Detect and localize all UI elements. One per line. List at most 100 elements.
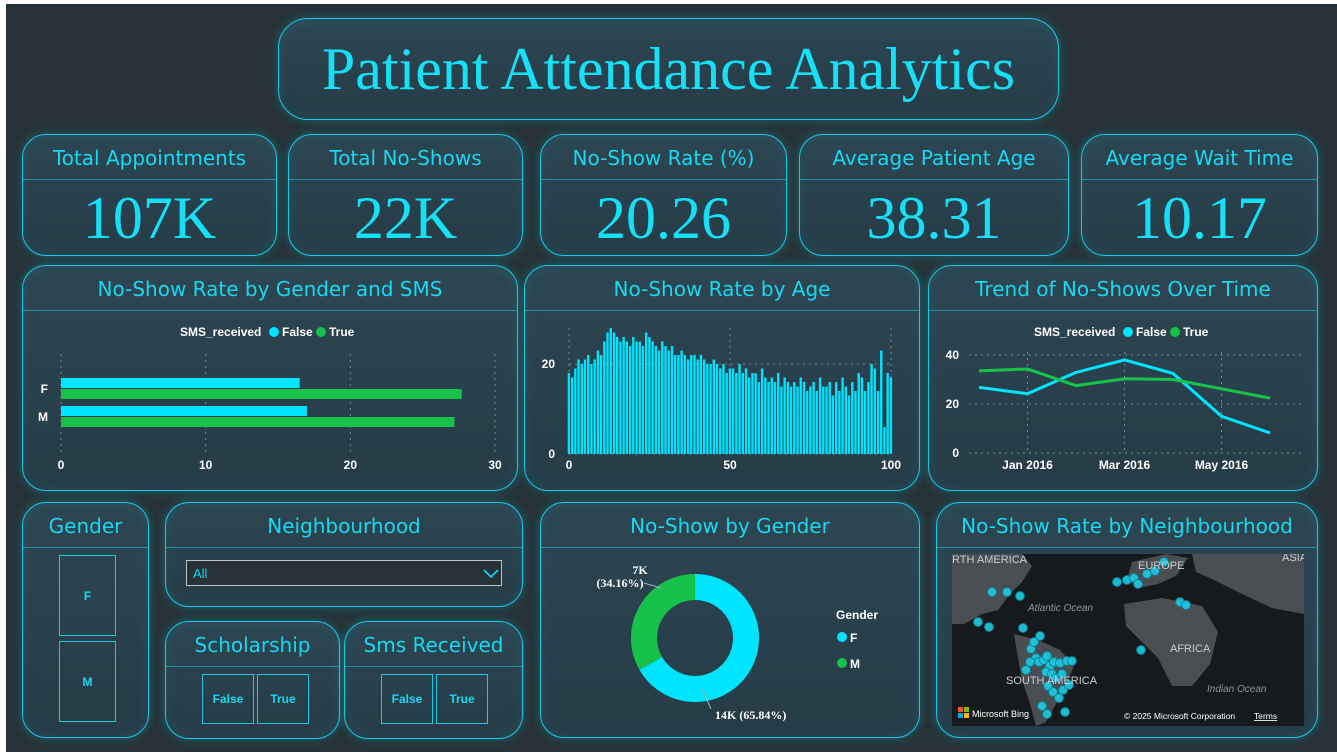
sms-option-true[interactable]: True (436, 674, 488, 724)
map-location-dot (1054, 693, 1064, 703)
map-location-dot (973, 617, 983, 627)
neighbourhood-dropdown[interactable]: All (186, 560, 502, 586)
data-label-m-value: 7K (632, 563, 648, 577)
age-bar (609, 328, 612, 454)
leader-line-m (643, 582, 662, 589)
bar-m-false (61, 406, 307, 416)
age-bar (754, 373, 757, 454)
age-bar (567, 373, 571, 454)
asia-landmass (1192, 554, 1304, 614)
age-bar (706, 364, 709, 454)
map-location-dot (987, 587, 997, 597)
age-bar (644, 332, 648, 454)
age-bar (648, 337, 651, 454)
age-bar (847, 395, 851, 454)
leader-line-f (701, 688, 712, 710)
x-tick-label: 100 (881, 458, 901, 472)
map-copyright: © 2025 Microsoft Corporation (1124, 711, 1235, 721)
age-bar (822, 386, 825, 454)
kpi-label: Average Patient Age (800, 135, 1068, 180)
age-bar (818, 377, 822, 454)
age-bar (657, 350, 661, 454)
age-bar (693, 355, 696, 454)
neighbourhood-slicer: Neighbourhood All (165, 502, 523, 607)
legend-title: Gender (836, 608, 878, 622)
map-location-dot (1060, 707, 1070, 717)
legend-true-label: True (329, 325, 355, 339)
chart-panel-gender-donut: No-Show by Gender 14K (65.84%) 7K (34.16%)… (540, 502, 920, 738)
age-bar (641, 346, 645, 454)
age-bar (841, 377, 844, 454)
gender-option-m[interactable]: M (59, 641, 116, 722)
sms-option-false[interactable]: False (381, 674, 433, 724)
age-bar (731, 368, 735, 454)
legend-dot-m (837, 658, 847, 668)
y-tick-label: M (38, 410, 48, 424)
age-bar-chart[interactable]: 0 50 100 0 20 (525, 266, 920, 491)
legend-true-label: True (1183, 325, 1209, 339)
age-bar (773, 382, 777, 454)
age-bar (677, 355, 680, 454)
age-bar (596, 350, 600, 454)
map-label-south-america: SOUTH AMERICA (1006, 675, 1098, 687)
gender-option-f[interactable]: F (59, 555, 116, 636)
age-bar (603, 341, 606, 454)
map-label-indian-ocean: Indian Ocean (1207, 684, 1267, 695)
chart-title: No-Show Rate by Neighbourhood (937, 503, 1317, 548)
kpi-card-no-show-rate: No-Show Rate (%) 20.26 (540, 134, 787, 256)
map-label-europe: EUROPE (1138, 560, 1184, 572)
map-terms-link[interactable]: Terms (1254, 711, 1277, 721)
map-location-dot (1159, 557, 1169, 567)
gender-donut-chart[interactable]: 14K (65.84%) 7K(34.16%) Gender FM (541, 503, 920, 738)
south-america-landmass (1014, 634, 1074, 726)
kpi-value: 20.26 (596, 185, 731, 251)
chevron-down-icon (483, 569, 499, 579)
map-label-africa: AFRICA (1170, 643, 1211, 655)
map-location-dot (1064, 680, 1074, 690)
trend-line-chart[interactable]: SMS_received False True 0 20 40 Jan 2016 Mar 20… (929, 266, 1318, 491)
gender-sms-bar-chart[interactable]: SMS_received False True 0 10 20 30 FM (23, 266, 518, 491)
legend-label-f: F (850, 631, 857, 645)
kpi-label: Average Wait Time (1082, 135, 1317, 180)
age-bar (590, 364, 593, 454)
x-tick-label: Jan 2016 (1002, 458, 1053, 472)
slicer-title: Sms Received (345, 622, 522, 667)
map-location-dot (1112, 577, 1122, 587)
chart-panel-age: No-Show Rate by Age 0 50 100 0 20 (524, 265, 920, 491)
chart-panel-gender-sms: No-Show Rate by Gender and SMS SMS_recei… (22, 265, 518, 491)
age-bar (815, 391, 819, 454)
data-label-m-percent: (34.16%) (597, 576, 644, 590)
scholarship-option-true[interactable]: True (257, 674, 309, 724)
slicer-title: Scholarship (166, 622, 339, 667)
age-bar (780, 386, 783, 454)
age-bar (809, 386, 812, 454)
map-location-dot (1002, 587, 1012, 597)
age-bar (667, 350, 670, 454)
age-bar (738, 364, 741, 454)
series-line-false (978, 358, 1271, 435)
age-bar (760, 368, 764, 454)
map-location-dot (1021, 665, 1031, 675)
scholarship-slicer: Scholarship False True (165, 621, 340, 739)
chart-panel-trend: Trend of No-Shows Over Time SMS_received… (928, 265, 1318, 491)
age-bar (622, 337, 625, 454)
bar-m-true (61, 417, 455, 427)
kpi-value: 22K (353, 185, 458, 251)
map-location-dot (1136, 645, 1146, 655)
legend-label-m: M (850, 657, 860, 671)
age-bar (876, 391, 880, 454)
scholarship-option-false[interactable]: False (202, 674, 254, 724)
map-label-north-america: RTH AMERICA (952, 554, 1028, 566)
slicer-title: Neighbourhood (166, 503, 522, 548)
age-bar (673, 355, 677, 454)
x-tick-label: 50 (723, 458, 737, 472)
age-bar (722, 364, 725, 454)
age-bar (587, 355, 590, 454)
bing-logo-square (958, 713, 963, 718)
age-bar (767, 382, 770, 454)
age-bar (702, 359, 706, 454)
age-bar (651, 341, 654, 454)
age-bar (599, 355, 603, 454)
age-bar (889, 377, 893, 454)
